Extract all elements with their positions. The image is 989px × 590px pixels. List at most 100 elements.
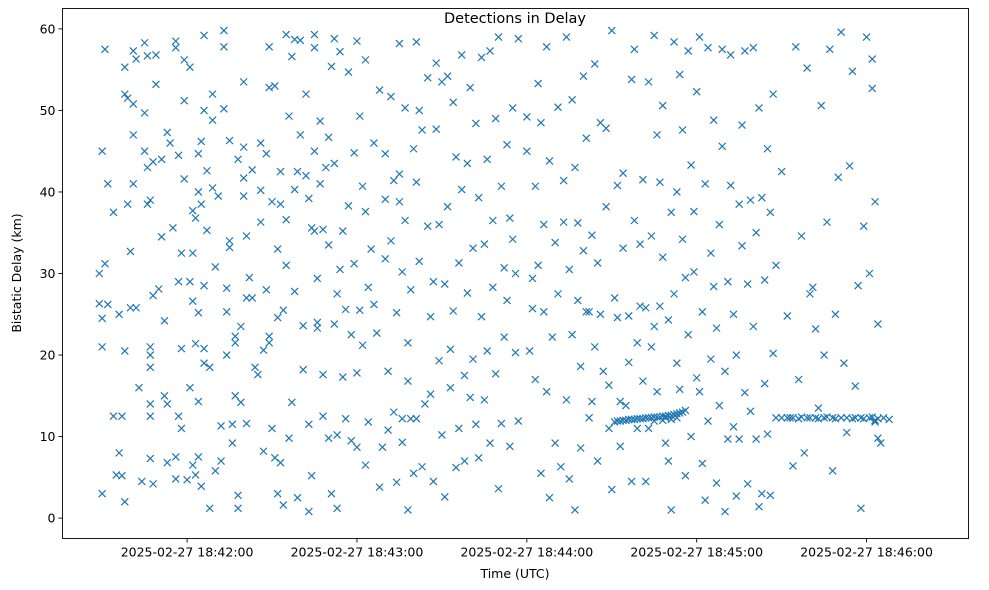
data-point bbox=[304, 420, 313, 429]
data-point bbox=[217, 457, 225, 465]
data-point bbox=[514, 417, 523, 426]
data-point bbox=[766, 208, 775, 217]
data-point bbox=[302, 90, 310, 99]
data-point bbox=[868, 84, 877, 93]
data-point bbox=[698, 307, 707, 316]
x-tick-label: 2025-02-27 18:42:00 bbox=[121, 545, 254, 560]
data-point bbox=[522, 147, 531, 156]
data-point bbox=[268, 197, 276, 206]
data-point bbox=[353, 369, 361, 377]
data-point bbox=[457, 185, 466, 194]
data-point bbox=[418, 126, 426, 134]
data-point bbox=[123, 200, 132, 209]
data-point bbox=[845, 161, 854, 170]
data-point bbox=[704, 43, 712, 52]
data-point bbox=[718, 142, 727, 151]
data-point bbox=[276, 458, 285, 467]
data-point bbox=[225, 243, 234, 252]
data-point bbox=[387, 92, 395, 101]
data-point bbox=[811, 413, 820, 422]
data-point bbox=[341, 414, 350, 423]
data-point bbox=[675, 385, 684, 394]
data-point bbox=[599, 367, 608, 376]
data-point bbox=[568, 330, 577, 339]
data-point bbox=[432, 59, 441, 68]
data-point bbox=[851, 382, 860, 390]
data-point bbox=[149, 157, 158, 166]
data-point bbox=[398, 414, 407, 423]
data-point bbox=[873, 434, 882, 443]
data-point bbox=[231, 391, 240, 400]
data-point bbox=[627, 477, 636, 486]
data-point bbox=[330, 34, 339, 43]
data-point bbox=[466, 83, 475, 92]
data-point bbox=[200, 106, 208, 115]
data-point bbox=[726, 51, 735, 59]
data-point bbox=[446, 345, 455, 354]
data-point bbox=[806, 413, 814, 422]
data-point bbox=[800, 448, 809, 457]
data-point bbox=[460, 457, 469, 465]
data-point bbox=[483, 347, 492, 355]
data-point bbox=[146, 454, 155, 463]
data-point bbox=[766, 491, 775, 500]
data-point bbox=[585, 307, 594, 316]
data-point bbox=[163, 400, 172, 408]
data-point bbox=[505, 214, 514, 222]
data-point bbox=[740, 46, 749, 55]
data-point bbox=[633, 414, 642, 423]
data-point bbox=[545, 157, 554, 165]
data-point bbox=[372, 329, 381, 337]
data-point bbox=[310, 43, 319, 52]
data-point bbox=[423, 222, 432, 231]
data-point bbox=[129, 46, 138, 55]
data-point bbox=[641, 303, 650, 312]
data-point bbox=[296, 130, 305, 139]
x-axis-label: Time (UTC) bbox=[479, 566, 549, 581]
data-point bbox=[757, 193, 766, 202]
data-point bbox=[477, 53, 486, 62]
data-point bbox=[865, 269, 874, 278]
data-point bbox=[859, 222, 868, 231]
data-point bbox=[721, 367, 729, 376]
data-point bbox=[242, 419, 251, 428]
data-point bbox=[290, 185, 299, 194]
data-point bbox=[180, 96, 189, 105]
data-point bbox=[602, 202, 611, 211]
data-point bbox=[684, 46, 693, 55]
data-point bbox=[791, 42, 800, 51]
data-point bbox=[763, 430, 772, 439]
data-point bbox=[480, 395, 489, 404]
data-point bbox=[508, 235, 517, 244]
data-point bbox=[712, 324, 721, 333]
data-point bbox=[194, 453, 203, 461]
data-point bbox=[313, 274, 322, 283]
data-point bbox=[675, 409, 684, 417]
data-point bbox=[579, 246, 588, 255]
data-point bbox=[681, 273, 690, 282]
data-point bbox=[420, 400, 429, 408]
data-point bbox=[310, 30, 319, 39]
data-point bbox=[236, 398, 245, 407]
data-point bbox=[670, 289, 678, 298]
data-point bbox=[862, 33, 871, 41]
data-point bbox=[115, 310, 124, 319]
data-point bbox=[537, 118, 545, 127]
data-point bbox=[590, 342, 599, 351]
data-point bbox=[361, 55, 370, 64]
data-point bbox=[723, 277, 732, 286]
data-point bbox=[310, 147, 319, 156]
data-point bbox=[803, 413, 812, 422]
data-point bbox=[268, 424, 276, 433]
data-point bbox=[528, 304, 537, 313]
data-point bbox=[242, 232, 251, 240]
data-point bbox=[554, 289, 562, 298]
data-point bbox=[375, 483, 384, 492]
data-point bbox=[494, 484, 503, 493]
data-point bbox=[401, 216, 410, 225]
data-points bbox=[95, 26, 894, 516]
data-point bbox=[755, 502, 763, 511]
data-point bbox=[208, 183, 217, 192]
data-point bbox=[469, 355, 477, 364]
data-point bbox=[211, 263, 220, 271]
